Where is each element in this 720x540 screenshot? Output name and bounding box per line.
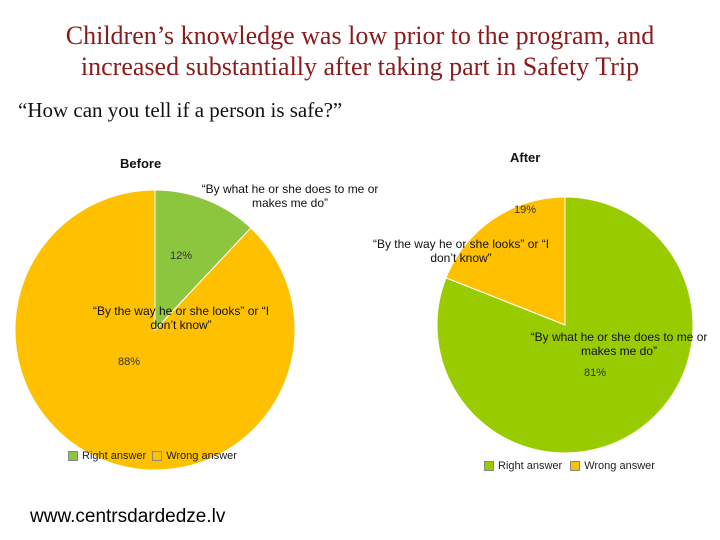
website-url: www.centrsdardedze.lv [30,506,226,527]
question-text: “How can you tell if a person is safe?” [18,98,343,122]
slide-title: Children’s knowledge was low prior to th… [0,20,720,82]
before-legend-right: Right answer [82,450,147,462]
before-slice-right-answer [154,189,252,332]
before-value-label-wrong: 88% [118,356,141,368]
before-legend: Right answer Wrong answer [68,450,237,462]
after-value-label-right: 81% [584,367,607,379]
before-annotation-wrong: “By the way he or she looks” or “I don’t… [92,304,270,332]
before-chart-title: Before [120,156,162,171]
after-legend-wrong: Wrong answer [584,460,655,472]
title-line-1: Children’s knowledge was low prior to th… [65,21,655,50]
before-legend-swatch-right [68,451,78,461]
before-slice-wrong-answer [14,189,296,471]
after-legend-swatch-right [484,461,494,471]
after-slice-right-answer [436,196,694,454]
title-line-2: increased substantially after taking par… [80,52,640,81]
after-chart-title: After [510,150,541,165]
after-legend-swatch-wrong [570,461,581,471]
before-value-label-right: 12% [170,250,193,262]
after-legend: Right answer Wrong answer [484,460,655,472]
after-value-label-wrong: 19% [514,204,537,216]
after-legend-right: Right answer [498,460,563,472]
after-annotation-wrong: “By the way he or she looks” or “I don’t… [372,237,550,265]
before-legend-wrong: Wrong answer [166,450,237,462]
after-annotation-right: “By what he or she does to me or makes m… [530,330,708,358]
after-slice-wrong-answer [445,196,566,326]
before-legend-swatch-wrong [152,451,163,461]
before-annotation-right: “By what he or she does to me or makes m… [201,182,379,210]
